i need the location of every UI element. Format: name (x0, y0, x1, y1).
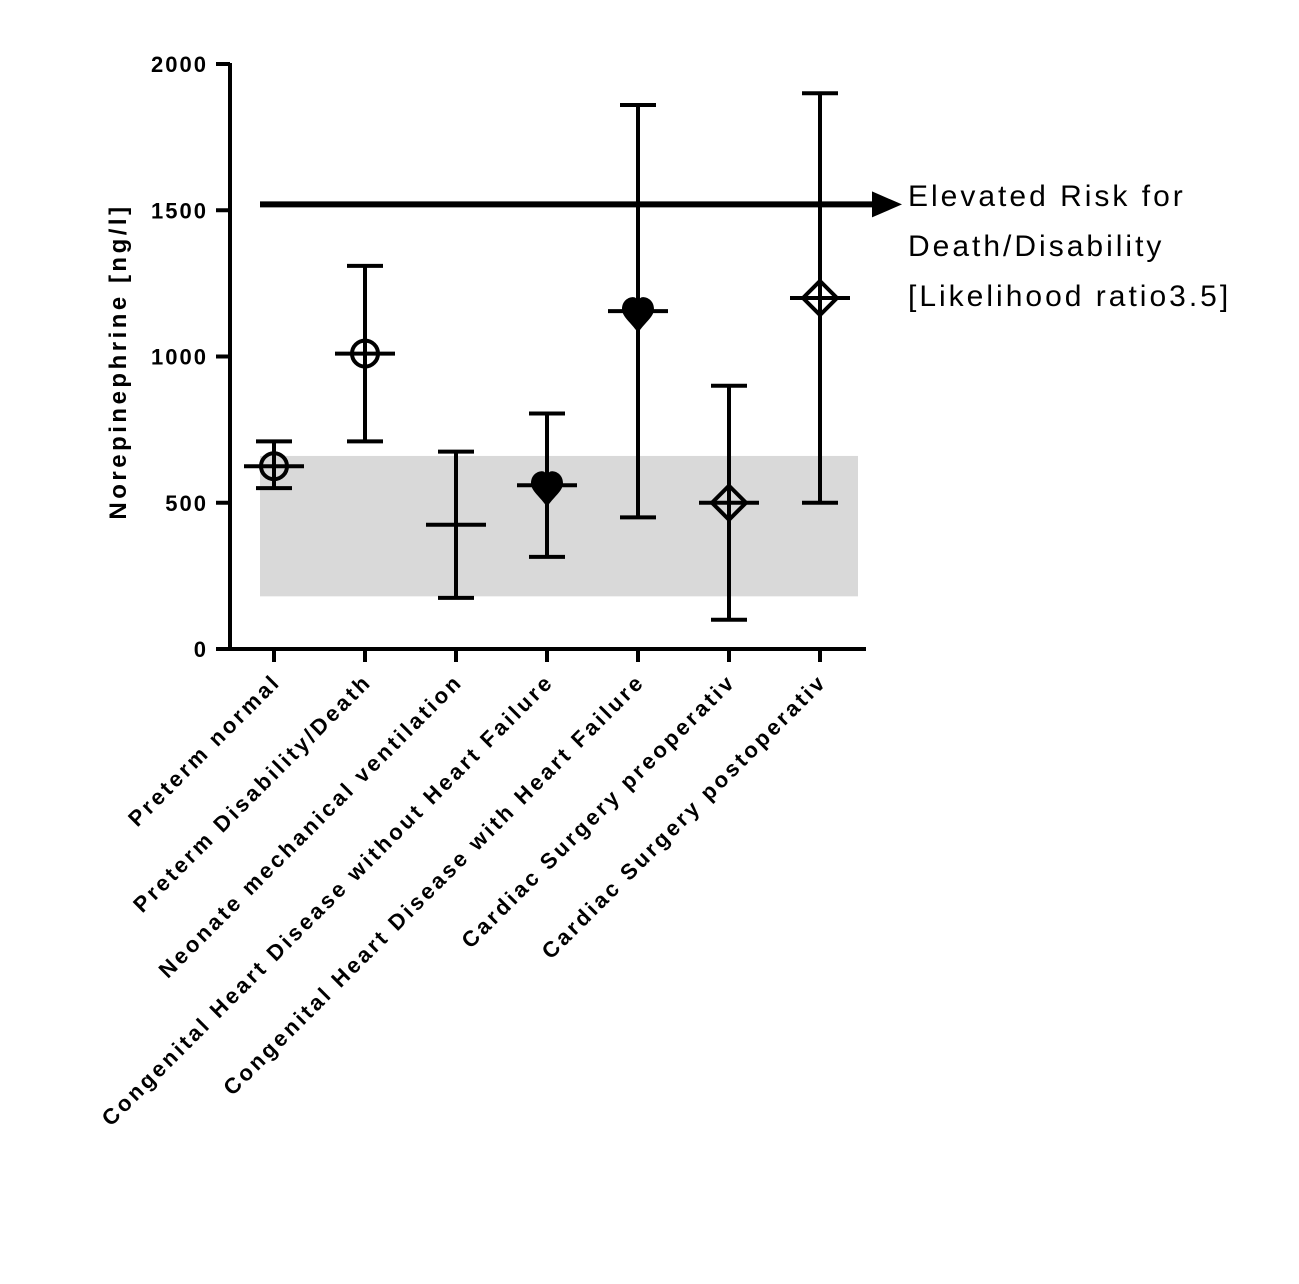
data-point (608, 102, 668, 520)
data-point (699, 383, 759, 622)
y-tick-label: 2000 (151, 52, 208, 77)
y-tick-label: 1500 (151, 198, 208, 223)
heart-marker (622, 297, 654, 334)
y-tick-label: 0 (194, 637, 208, 662)
data-point (244, 439, 304, 491)
data-point (426, 449, 486, 600)
data-point (517, 411, 577, 559)
x-tick-label: Preterm normal (123, 669, 285, 831)
x-tick-label: Congenital Heart Disease with Heart Fail… (218, 669, 649, 1100)
threshold-annotation: Elevated Risk for Death/Disability [Likeli… (908, 180, 1231, 313)
y-tick-label: 1000 (151, 345, 208, 370)
heart-marker (531, 471, 563, 508)
diamond-marker (709, 482, 749, 523)
data-points (244, 91, 850, 622)
data-point (335, 263, 395, 444)
annotation-line: [Likelihood ratio3.5] (908, 280, 1231, 313)
arrow-head (872, 191, 902, 218)
annotation-line: Elevated Risk for (908, 180, 1186, 213)
x-tick-label: Congenital Heart Disease without Heart F… (97, 669, 559, 1131)
threshold-arrow (260, 191, 902, 218)
data-point (790, 91, 850, 505)
y-axis-title: Norepinephrine [ng/l] (105, 203, 132, 519)
y-tick-label: 500 (165, 491, 208, 516)
diamond-marker (800, 278, 840, 318)
annotation-line: Death/Disability (908, 230, 1164, 263)
